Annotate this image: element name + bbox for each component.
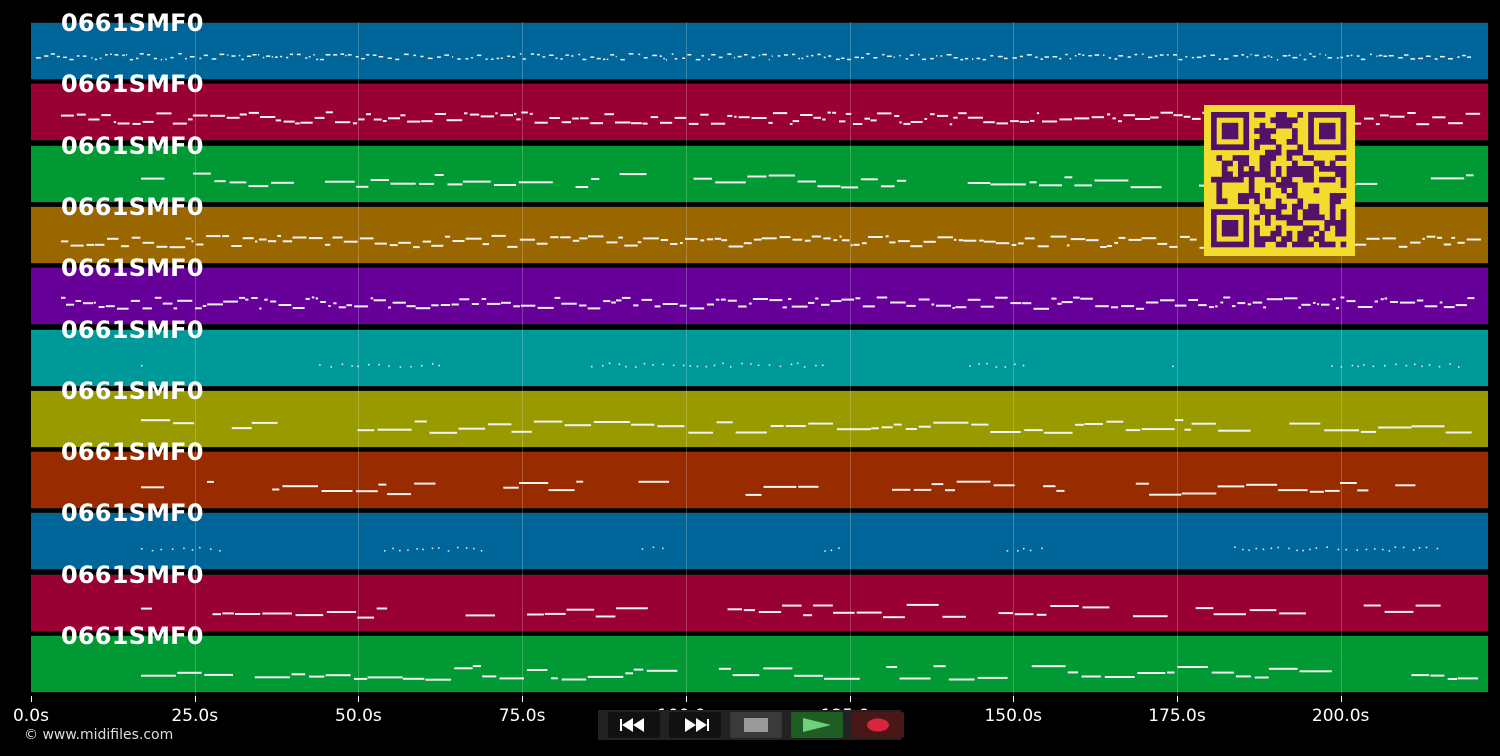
stop-icon [744, 718, 768, 732]
track-label: 0661SMF0 [61, 9, 204, 37]
track-lane[interactable] [31, 573, 1488, 632]
record-button[interactable] [852, 712, 904, 738]
time-tick-mark [1176, 696, 1178, 702]
qr-code-icon [1204, 105, 1355, 256]
note-events [61, 296, 1475, 310]
rewind-icon [620, 718, 644, 732]
track-label: 0661SMF0 [61, 131, 204, 160]
track-lane[interactable] [31, 267, 1488, 326]
track-label: 0661SMF0 [61, 254, 204, 283]
note-events [141, 480, 1416, 496]
time-tick-mark [1340, 696, 1342, 702]
track-label: 0661SMF0 [61, 192, 204, 221]
track-lane[interactable] [31, 328, 1488, 387]
time-tick-mark [522, 696, 524, 702]
track-label: 0661SMF0 [61, 70, 204, 99]
time-tick-label: 50.0s [335, 706, 382, 726]
track-label: 0661SMF0 [61, 499, 204, 528]
track-label: 0661SMF0 [61, 560, 204, 589]
time-tick-mark [31, 696, 32, 702]
time-tick-mark [194, 696, 196, 702]
track-lane[interactable] [31, 512, 1488, 571]
play-button[interactable] [791, 712, 843, 738]
note-events [141, 665, 1479, 681]
copyright-text: © www.midifiles.com [24, 727, 174, 743]
time-tick-mark [685, 696, 687, 702]
time-tick-label: 200.0s [1311, 706, 1370, 726]
track-lane[interactable] [31, 451, 1488, 510]
time-tick-label: 25.0s [171, 706, 219, 726]
note-events [141, 546, 1439, 553]
stop-button[interactable] [730, 712, 782, 738]
track-lanes [31, 22, 1488, 696]
playback-controls [598, 710, 904, 740]
track-label: 0661SMF0 [61, 438, 204, 467]
note-events [141, 418, 1472, 434]
track-lane[interactable] [31, 635, 1488, 693]
time-tick-mark [358, 696, 360, 702]
track-label: 0661SMF0 [61, 315, 204, 344]
time-tick-label: 75.0s [498, 706, 546, 726]
track-label: 0661SMF0 [61, 376, 204, 405]
rewind-button[interactable] [608, 712, 660, 738]
track-label: 0661SMF0 [61, 622, 204, 650]
track-lane[interactable] [31, 389, 1488, 448]
time-tick-mark [849, 696, 851, 702]
fast-forward-button[interactable] [669, 712, 721, 738]
track-lane[interactable] [31, 22, 1488, 80]
play-icon [803, 718, 831, 732]
time-tick-label: 0.0s [13, 706, 49, 726]
time-tick-label: 175.0s [1148, 706, 1206, 726]
fast-forward-icon [685, 718, 709, 732]
time-tick-mark [1013, 696, 1015, 702]
note-events [141, 603, 1441, 619]
time-tick-label: 150.0s [984, 706, 1042, 726]
note-events [141, 362, 1460, 368]
note-events [36, 53, 1472, 61]
record-icon [867, 718, 889, 732]
